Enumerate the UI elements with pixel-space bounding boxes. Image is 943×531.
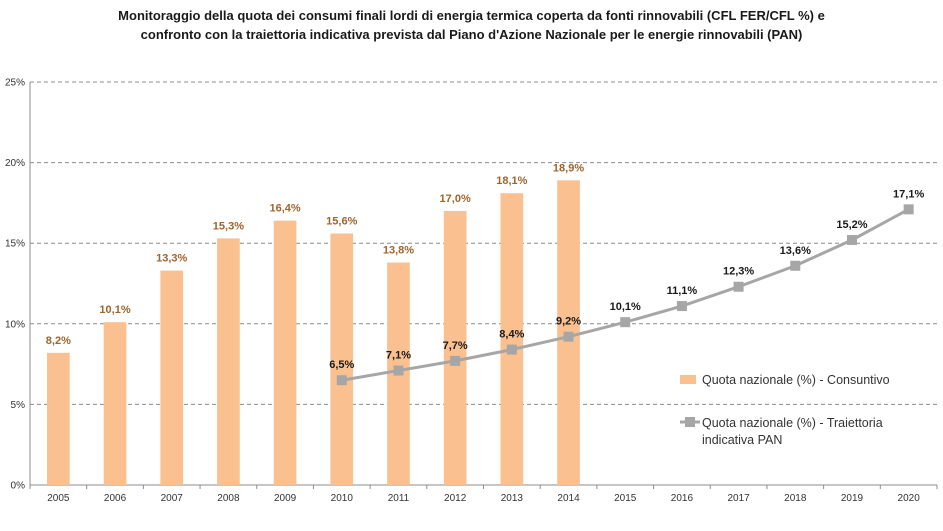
line-marker-2013: [506, 344, 517, 355]
line-label-2019: 15,2%: [836, 219, 867, 231]
line-label-2015: 10,1%: [610, 301, 641, 313]
bar-label-2012: 17,0%: [440, 193, 471, 205]
legend-label-pan-line-2: indicativa PAN: [702, 433, 782, 447]
bar-2008: [217, 238, 240, 485]
line-marker-2010: [336, 375, 347, 386]
y-tick-label-0: 0%: [11, 481, 26, 492]
y-tick-label-10: 10%: [5, 319, 25, 330]
chart-title: Monitoraggio della quota dei consumi fin…: [0, 6, 943, 44]
line-marker-2012: [450, 355, 461, 366]
bar-label-2008: 15,3%: [213, 220, 244, 232]
bar-label-2013: 18,1%: [496, 175, 527, 187]
x-tick-label-2012: 2012: [444, 493, 467, 504]
x-tick-label-2008: 2008: [217, 493, 240, 504]
bar-label-2007: 13,3%: [156, 253, 187, 265]
line-marker-2015: [620, 317, 631, 328]
line-label-2011: 7,1%: [386, 350, 411, 362]
chart-title-line-1: Monitoraggio della quota dei consumi fin…: [118, 8, 825, 23]
bar-label-2005: 8,2%: [46, 335, 71, 347]
line-marker-2014: [563, 331, 574, 342]
line-marker-2020: [903, 204, 914, 215]
bar-2006: [103, 322, 127, 485]
bar-2012: [443, 210, 467, 485]
line-label-2020: 17,1%: [893, 188, 924, 200]
y-tick-label-25: 25%: [5, 78, 25, 89]
x-tick-label-2015: 2015: [614, 493, 637, 504]
x-tick-label-2020: 2020: [898, 493, 921, 504]
bar-2010: [330, 233, 354, 485]
line-label-2018: 13,6%: [780, 245, 811, 257]
bar-2005: [47, 352, 70, 485]
legend-label-consuntivo: Quota nazionale (%) - Consuntivo: [702, 373, 890, 387]
bar-label-2011: 13,8%: [383, 245, 414, 257]
x-tick-label-2016: 2016: [671, 493, 694, 504]
bar-2009: [273, 220, 297, 485]
x-tick-label-2007: 2007: [161, 493, 184, 504]
x-tick-label-2014: 2014: [557, 493, 580, 504]
line-label-2012: 7,7%: [443, 340, 468, 352]
bar-label-2006: 10,1%: [99, 304, 130, 316]
line-marker-2019: [846, 234, 857, 245]
line-marker-2017: [733, 281, 744, 292]
bar-label-2010: 15,6%: [326, 216, 357, 228]
line-marker-2011: [393, 365, 404, 376]
bar-2013: [500, 193, 524, 485]
bar-label-2014: 18,9%: [553, 162, 584, 174]
y-tick-label-15: 15%: [5, 239, 25, 250]
legend-marker-pan: [685, 417, 695, 427]
line-marker-2018: [790, 260, 801, 271]
legend-label-pan-line-1: Quota nazionale (%) - Traiettoria: [702, 416, 883, 430]
x-tick-label-2013: 2013: [501, 493, 524, 504]
line-label-2017: 12,3%: [723, 266, 754, 278]
line-label-2014: 9,2%: [556, 316, 581, 328]
x-tick-label-2006: 2006: [104, 493, 127, 504]
x-tick-label-2017: 2017: [727, 493, 750, 504]
y-tick-label-5: 5%: [11, 400, 26, 411]
x-tick-label-2010: 2010: [331, 493, 354, 504]
x-tick-label-2019: 2019: [841, 493, 864, 504]
line-label-2013: 8,4%: [499, 329, 524, 341]
x-tick-label-2005: 2005: [47, 493, 70, 504]
y-tick-label-20: 20%: [5, 158, 25, 169]
bar-label-2009: 16,4%: [269, 203, 300, 215]
x-tick-label-2018: 2018: [784, 493, 807, 504]
x-tick-label-2011: 2011: [388, 493, 410, 504]
legend-swatch-consuntivo: [680, 375, 696, 384]
chart-title-line-2: confronto con la traiettoria indicativa …: [140, 27, 803, 42]
line-series-pan: [341, 208, 910, 382]
line-label-2010: 6,5%: [329, 359, 354, 371]
bar-2007: [160, 270, 184, 485]
line-label-2016: 11,1%: [667, 285, 698, 297]
x-tick-label-2009: 2009: [274, 493, 297, 504]
line-marker-2016: [676, 301, 687, 312]
